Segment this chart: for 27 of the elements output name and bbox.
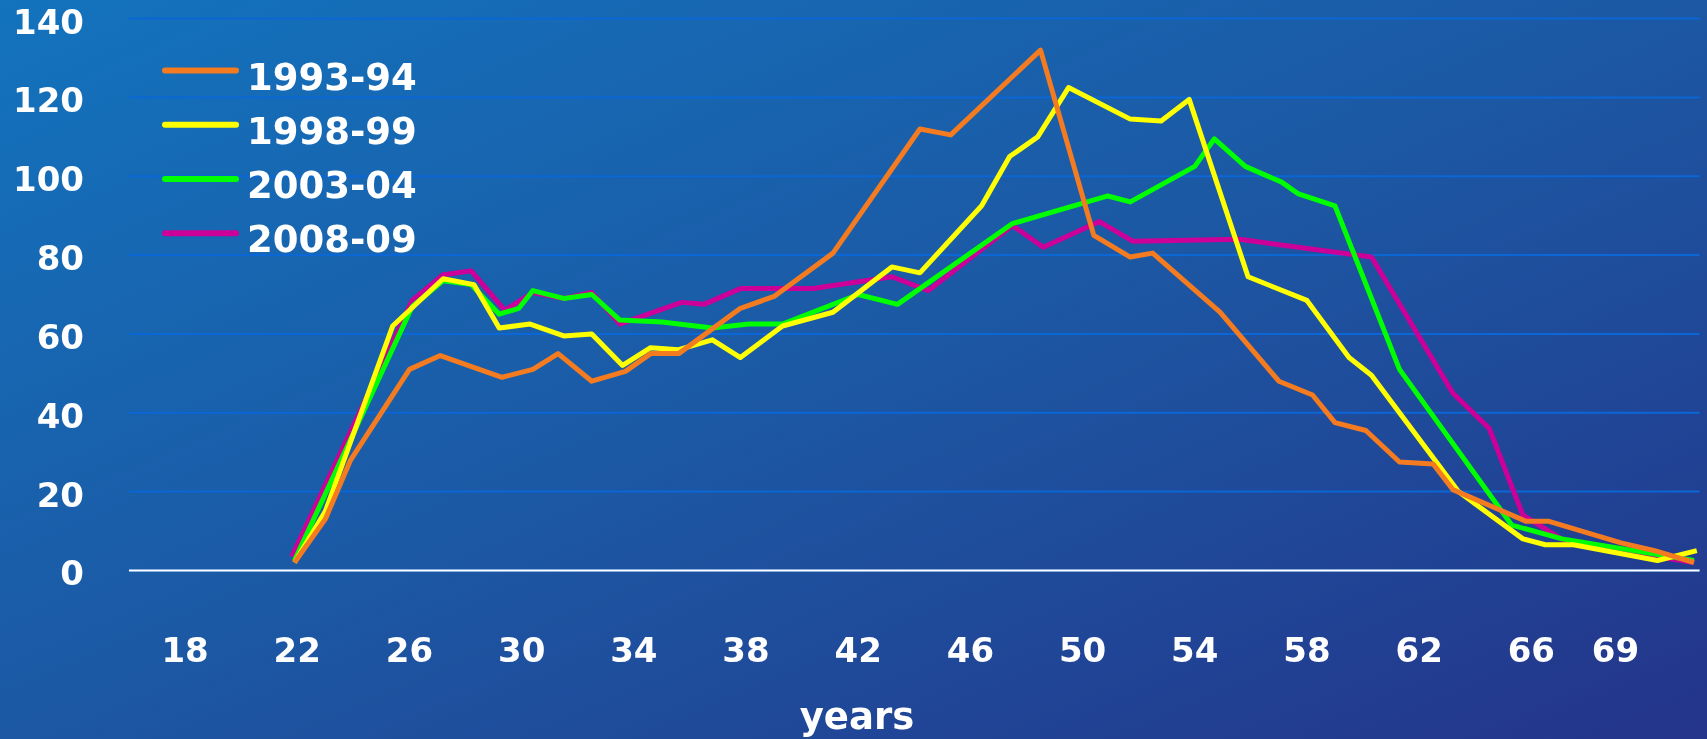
legend-label: 1998-99 [247, 109, 417, 153]
x-tick-label: 69 [1591, 630, 1640, 671]
x-tick-label: 30 [497, 630, 546, 671]
x-tick-label: 50 [1058, 630, 1107, 671]
x-tick-label: 58 [1283, 630, 1331, 671]
x-tick-label: 26 [385, 630, 434, 671]
y-tick-label: 0 [60, 553, 84, 594]
x-tick-label: 66 [1507, 630, 1555, 671]
legend-label: 1993-94 [247, 55, 417, 99]
x-tick-label: 34 [610, 630, 658, 671]
y-tick-label: 80 [36, 238, 84, 279]
x-tick-label: 22 [273, 630, 321, 671]
x-axis-title: years [799, 694, 915, 738]
y-tick-label: 40 [36, 395, 84, 436]
y-tick-label: 120 [13, 80, 84, 121]
x-tick-label: 46 [946, 630, 995, 671]
y-tick-label: 60 [36, 316, 84, 357]
x-tick-label: 62 [1395, 630, 1443, 671]
x-tick-label: 18 [161, 630, 209, 671]
y-tick-label: 140 [13, 1, 84, 42]
x-tick-label: 38 [722, 630, 770, 671]
y-tick-label: 20 [36, 474, 84, 515]
legend-label: 2003-04 [247, 163, 417, 207]
x-tick-label: 54 [1171, 630, 1219, 671]
legend-label: 2008-09 [247, 217, 417, 261]
x-tick-label: 42 [834, 630, 882, 671]
y-tick-label: 100 [13, 159, 84, 200]
